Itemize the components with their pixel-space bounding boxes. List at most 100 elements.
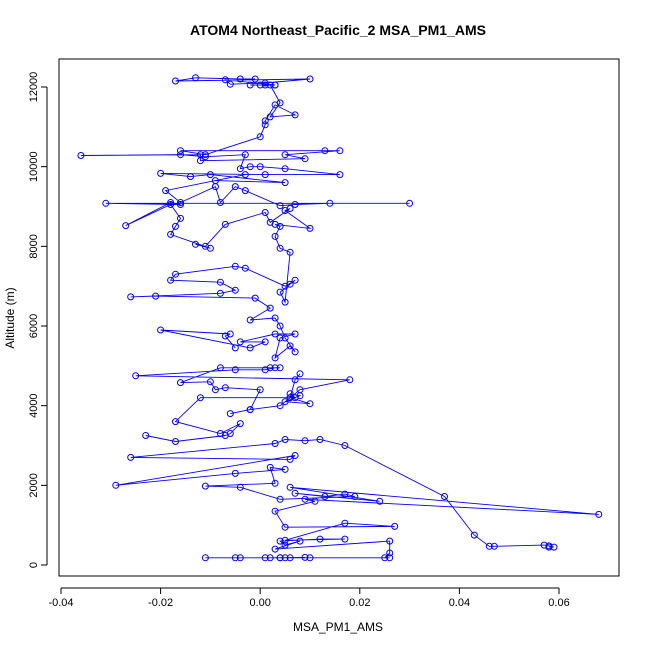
y-tick-label: 10000	[28, 151, 40, 182]
data-point	[157, 169, 165, 177]
data-point	[142, 432, 150, 439]
data-point	[261, 121, 269, 129]
data-point	[341, 535, 349, 543]
data-point	[266, 463, 274, 471]
data-point	[341, 519, 349, 527]
y-tick-label: 8000	[28, 234, 40, 258]
data-point	[236, 338, 244, 346]
data-point	[271, 364, 279, 372]
data-point	[241, 151, 249, 159]
data-point	[206, 171, 214, 179]
x-axis-label: MSA_PM1_AMS	[293, 620, 383, 634]
data-point	[301, 495, 309, 503]
data-point	[271, 440, 279, 447]
data-point	[281, 179, 289, 187]
data-point	[201, 554, 209, 562]
data-point	[276, 244, 284, 252]
data-point	[341, 490, 349, 498]
data-point	[226, 410, 234, 418]
chart-title: ATOM4 Northeast_Pacific_2 MSA_PM1_AMS	[190, 22, 486, 38]
data-point	[276, 288, 284, 296]
data-point	[172, 77, 179, 85]
x-tick-label: -0.02	[148, 597, 173, 609]
y-axis: 0 2000 4000 6000 8000 10000 12000	[28, 72, 48, 568]
data-point	[351, 493, 359, 500]
data-point	[196, 394, 204, 402]
x-tick-label: 0.00	[249, 597, 270, 609]
data-point	[261, 79, 269, 87]
plot-frame	[58, 58, 620, 577]
data-point	[545, 543, 553, 551]
data-point	[286, 483, 294, 491]
data-point	[167, 199, 175, 206]
data-point	[271, 479, 279, 487]
data-point	[251, 294, 259, 302]
data-point	[177, 147, 184, 155]
data-point	[306, 224, 314, 232]
data-point	[266, 554, 274, 562]
data-point	[336, 147, 344, 155]
data-point	[211, 386, 219, 394]
data-point	[286, 394, 294, 402]
data-series	[112, 436, 603, 562]
data-point	[231, 469, 239, 477]
data-point	[296, 370, 304, 378]
data-point	[112, 481, 120, 489]
data-point	[256, 386, 264, 394]
data-point	[152, 292, 160, 300]
data-point	[316, 436, 324, 443]
data-point	[231, 554, 239, 562]
data-point	[271, 545, 279, 553]
data-point	[127, 293, 135, 301]
data-point	[346, 376, 354, 384]
data-point	[386, 554, 394, 562]
data-point	[276, 495, 284, 503]
data-point	[485, 542, 493, 550]
data-point	[261, 338, 269, 346]
data-point	[221, 76, 229, 84]
data-point	[201, 482, 209, 490]
data-point	[192, 74, 199, 82]
y-tick-label: 6000	[28, 314, 40, 338]
data-point	[157, 326, 165, 334]
data-point	[281, 436, 289, 443]
data-point	[226, 330, 234, 338]
data-point	[281, 398, 289, 406]
data-point	[276, 537, 284, 545]
data-point	[441, 493, 448, 500]
data-point	[276, 99, 284, 107]
data-point	[261, 554, 269, 562]
data-point	[127, 453, 135, 461]
data-point	[286, 390, 294, 398]
data-point	[296, 537, 304, 545]
data-point	[246, 316, 254, 324]
data-point	[231, 344, 239, 352]
data-point	[196, 157, 204, 165]
data-point	[281, 165, 289, 173]
data-point	[167, 201, 175, 208]
data-point	[381, 554, 389, 562]
data-point	[286, 205, 294, 212]
data-point	[281, 334, 289, 342]
data-point	[211, 177, 219, 185]
data-point	[406, 199, 414, 207]
data-point	[321, 147, 329, 155]
data-point	[201, 151, 209, 159]
data-point	[286, 554, 294, 562]
data-point	[306, 400, 314, 408]
data-point	[216, 430, 224, 437]
x-tick-label: 0.02	[349, 597, 370, 609]
data-point	[261, 81, 269, 89]
data-point	[167, 230, 175, 238]
data-point	[261, 117, 269, 125]
series-line	[135, 367, 350, 442]
data-point	[470, 531, 478, 539]
data-point	[391, 522, 399, 530]
data-point	[246, 81, 254, 89]
data-point	[132, 372, 140, 380]
data-point	[276, 402, 284, 410]
data-point	[221, 220, 229, 228]
data-point	[276, 554, 284, 562]
x-tick-label: -0.04	[48, 597, 73, 609]
